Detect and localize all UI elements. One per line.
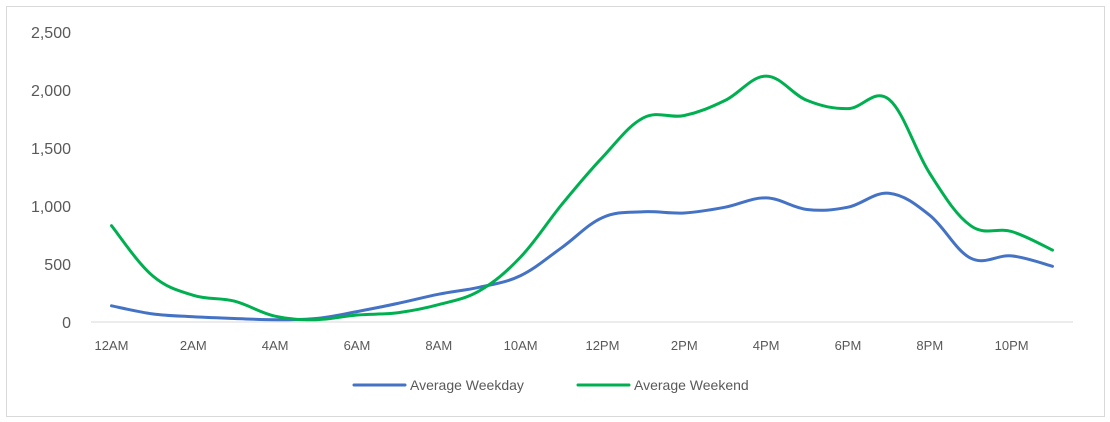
legend-label-weekend: Average Weekend — [634, 377, 749, 393]
series-lines — [110, 74, 1054, 322]
y-tick-label: 2,500 — [31, 25, 71, 42]
chart-area: 0 500 1,000 1,500 2,000 2,500 12AM 2AM 4AM 6AM 8A… — [6, 6, 1105, 417]
x-tick-label: 8AM — [425, 338, 452, 353]
y-tick-label: 0 — [62, 315, 71, 332]
x-tick-label: 4AM — [262, 338, 289, 353]
x-tick-label: 6AM — [344, 338, 371, 353]
x-tick-label: 12AM — [94, 338, 128, 353]
x-tick-label: 10AM — [504, 338, 538, 353]
y-tick-label: 1,000 — [31, 199, 71, 216]
y-tick-label: 1,500 — [31, 141, 71, 158]
x-axis-labels: 12AM 2AM 4AM 6AM 8AM 10AM 12PM 2PM 4PM 6PM 8PM 10PM — [94, 338, 1028, 353]
y-tick-label: 500 — [44, 257, 71, 274]
x-tick-label: 10PM — [995, 338, 1029, 353]
x-tick-label: 4PM — [753, 338, 780, 353]
line-chart: 0 500 1,000 1,500 2,000 2,500 12AM 2AM 4AM 6AM 8A… — [31, 25, 1073, 393]
x-tick-label: 12PM — [585, 338, 619, 353]
x-tick-label: 8PM — [916, 338, 943, 353]
x-tick-label: 6PM — [835, 338, 862, 353]
series-line-weekend — [110, 74, 1054, 322]
y-axis-labels: 0 500 1,000 1,500 2,000 2,500 — [31, 25, 71, 332]
x-tick-label: 2AM — [180, 338, 207, 353]
y-tick-label: 2,000 — [31, 83, 71, 100]
legend-label-weekday: Average Weekday — [410, 377, 524, 393]
legend: Average Weekday Average Weekend — [352, 377, 749, 393]
series-line-weekday — [110, 191, 1054, 322]
x-tick-label: 2PM — [671, 338, 698, 353]
